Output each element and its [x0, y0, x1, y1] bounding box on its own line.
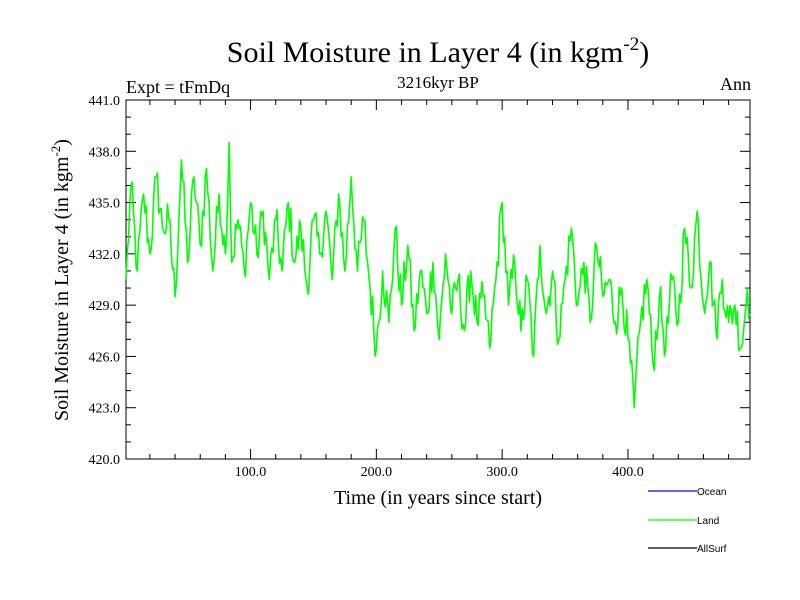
y-tick-label: 420.0 [89, 453, 121, 468]
series-layer [125, 141, 751, 409]
legend-label-ocean: Ocean [697, 487, 726, 498]
experiment-label: Expt = tFmDq [126, 77, 230, 97]
y-tick-label: 423.0 [89, 402, 121, 417]
y-tick-label: 432.0 [89, 248, 121, 263]
x-axis-label: Time (in years since start) [334, 487, 542, 509]
period-label: 3216kyr BP [397, 73, 479, 92]
legend-label-land: Land [697, 516, 719, 527]
y-axis: 420.0 423.0 426.0 429.0 432.0 435.0 438.0 441.0 [89, 94, 750, 468]
series-line-land [125, 141, 751, 409]
legend-label-allsurf: AllSurf [697, 544, 727, 555]
legend: Ocean Land AllSurf [648, 487, 727, 555]
y-tick-label: 438.0 [89, 145, 121, 160]
season-label: Ann [720, 74, 751, 94]
chart-title: Soil Moisture in Layer 4 (in kgm-2) [227, 34, 649, 69]
y-axis-label: Soil Moisture in Layer 4 (in kgm-2) [48, 139, 73, 421]
x-tick-label: 400.0 [612, 465, 644, 480]
y-tick-label: 426.0 [89, 350, 121, 365]
x-axis: 100.0 200.0 300.0 400.0 [149, 100, 730, 480]
plot-area [125, 99, 751, 460]
y-tick-label: 435.0 [89, 197, 121, 212]
x-tick-label: 300.0 [486, 465, 518, 480]
x-tick-label: 200.0 [361, 465, 393, 480]
x-tick-label: 100.0 [235, 465, 267, 480]
y-tick-label: 429.0 [89, 299, 121, 314]
y-tick-label: 441.0 [89, 94, 121, 109]
